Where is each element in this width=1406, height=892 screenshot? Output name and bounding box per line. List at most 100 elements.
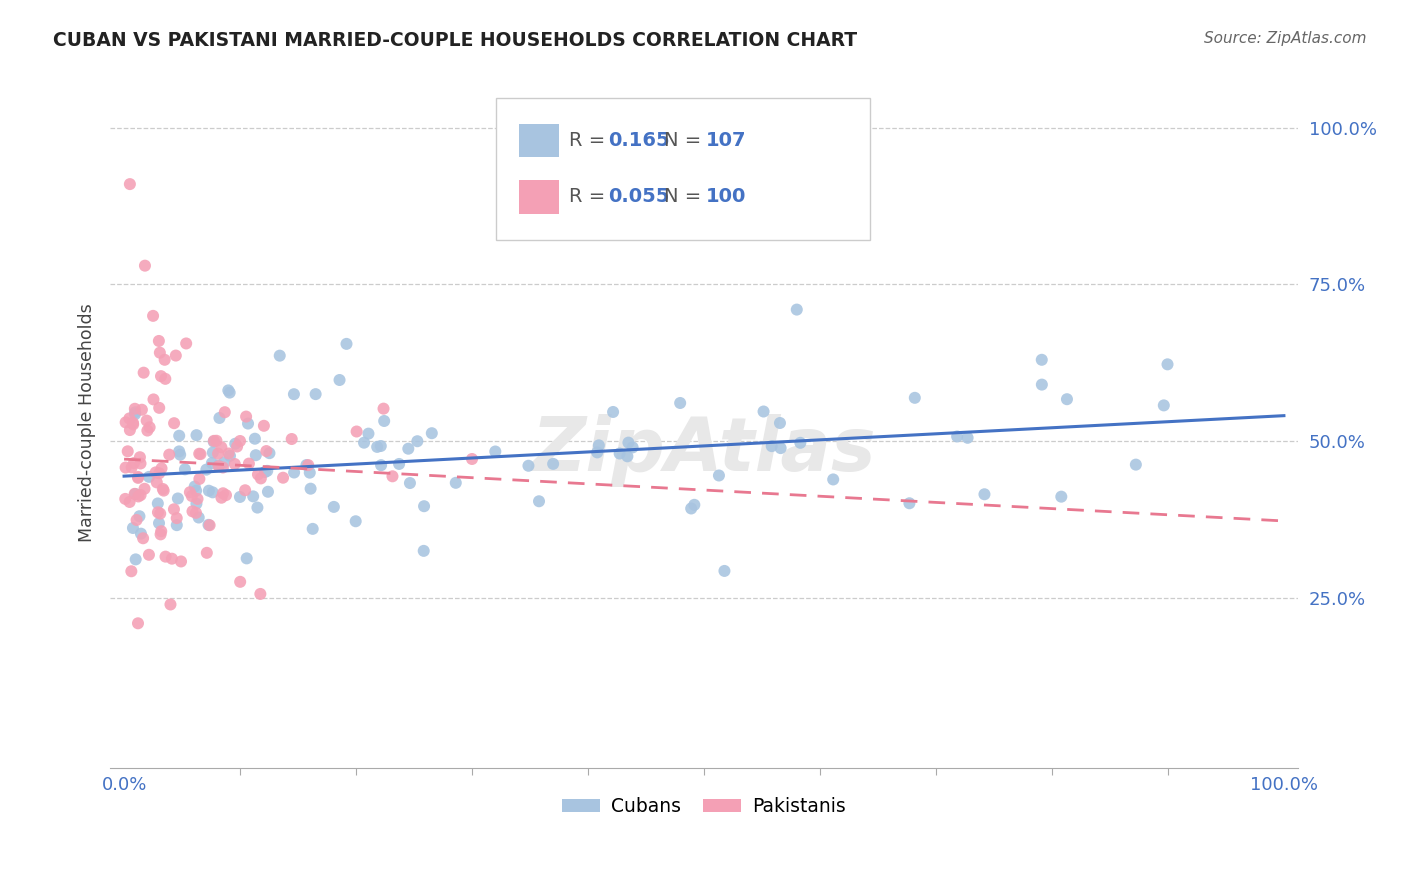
Point bbox=[179, 485, 201, 500]
Point bbox=[218, 385, 240, 400]
Point bbox=[259, 446, 281, 460]
Point bbox=[124, 405, 146, 419]
Point bbox=[346, 425, 368, 439]
Legend: Cubans, Pakistanis: Cubans, Pakistanis bbox=[554, 789, 853, 824]
Point bbox=[527, 494, 550, 508]
Point bbox=[484, 444, 506, 458]
Point bbox=[152, 483, 174, 498]
Point bbox=[127, 471, 149, 485]
Point bbox=[214, 405, 236, 419]
Point bbox=[253, 418, 276, 433]
Point bbox=[208, 459, 231, 474]
Point bbox=[135, 414, 157, 428]
Point bbox=[167, 491, 190, 506]
Point bbox=[295, 458, 318, 472]
Point bbox=[786, 302, 808, 317]
Point bbox=[128, 509, 150, 524]
Point bbox=[254, 444, 277, 458]
Text: R =: R = bbox=[569, 131, 612, 150]
Point bbox=[235, 409, 257, 424]
Point bbox=[602, 405, 624, 419]
Point bbox=[299, 482, 322, 496]
Point bbox=[155, 372, 177, 386]
Point bbox=[148, 516, 170, 530]
Point bbox=[236, 417, 259, 431]
Point bbox=[174, 336, 197, 351]
Point bbox=[370, 458, 392, 473]
Point bbox=[335, 337, 357, 351]
Point bbox=[129, 488, 152, 502]
Point bbox=[148, 334, 170, 348]
Point bbox=[298, 466, 321, 480]
Point bbox=[235, 551, 257, 566]
Point bbox=[250, 471, 273, 485]
Point bbox=[823, 472, 845, 486]
Point bbox=[201, 445, 224, 459]
Text: 0.165: 0.165 bbox=[607, 131, 669, 150]
Point bbox=[153, 352, 176, 367]
Point bbox=[149, 507, 172, 521]
Point bbox=[207, 447, 229, 461]
Point bbox=[118, 423, 141, 437]
Point bbox=[229, 574, 252, 589]
Point bbox=[170, 554, 193, 568]
Point bbox=[160, 551, 183, 566]
Point bbox=[370, 439, 392, 453]
FancyBboxPatch shape bbox=[519, 180, 558, 213]
Point bbox=[713, 564, 735, 578]
Point bbox=[198, 518, 221, 533]
Point bbox=[127, 490, 149, 504]
Point bbox=[219, 449, 242, 463]
Point bbox=[224, 436, 246, 450]
Point bbox=[118, 177, 141, 191]
Point bbox=[202, 434, 225, 448]
Y-axis label: Married-couple Households: Married-couple Households bbox=[79, 303, 96, 542]
Point bbox=[412, 544, 434, 558]
Point bbox=[973, 487, 995, 501]
Point bbox=[166, 518, 188, 533]
Point bbox=[186, 491, 208, 506]
Point bbox=[187, 510, 209, 524]
Point bbox=[399, 476, 422, 491]
Point bbox=[752, 404, 775, 418]
Point bbox=[242, 489, 264, 503]
Point bbox=[122, 521, 145, 535]
Point bbox=[197, 517, 219, 532]
Point bbox=[616, 450, 638, 464]
Point bbox=[1156, 357, 1178, 371]
Point bbox=[195, 462, 218, 476]
Point bbox=[249, 587, 271, 601]
Point bbox=[271, 471, 294, 485]
Point bbox=[366, 440, 388, 454]
Point bbox=[461, 452, 484, 467]
Point bbox=[163, 416, 186, 430]
Point bbox=[127, 470, 149, 484]
Point bbox=[898, 496, 921, 510]
Point bbox=[396, 442, 419, 456]
Point bbox=[208, 411, 231, 425]
Point bbox=[956, 431, 979, 445]
Point bbox=[246, 500, 269, 515]
Point bbox=[215, 488, 238, 502]
Point bbox=[406, 434, 429, 449]
Point bbox=[246, 467, 269, 482]
Point bbox=[117, 444, 139, 458]
Point bbox=[904, 391, 927, 405]
Point bbox=[205, 434, 228, 448]
Point bbox=[301, 522, 323, 536]
Point bbox=[245, 448, 267, 462]
Point bbox=[122, 456, 145, 470]
Point bbox=[1031, 352, 1053, 367]
Point bbox=[201, 456, 224, 470]
Point bbox=[269, 349, 291, 363]
Point bbox=[152, 482, 174, 496]
Point bbox=[186, 497, 208, 511]
Point bbox=[1056, 392, 1078, 407]
Point bbox=[198, 483, 221, 498]
Point bbox=[138, 470, 160, 484]
Point bbox=[148, 467, 170, 481]
Point bbox=[373, 414, 395, 428]
Point bbox=[789, 435, 811, 450]
Point bbox=[707, 468, 730, 483]
FancyBboxPatch shape bbox=[496, 98, 870, 240]
